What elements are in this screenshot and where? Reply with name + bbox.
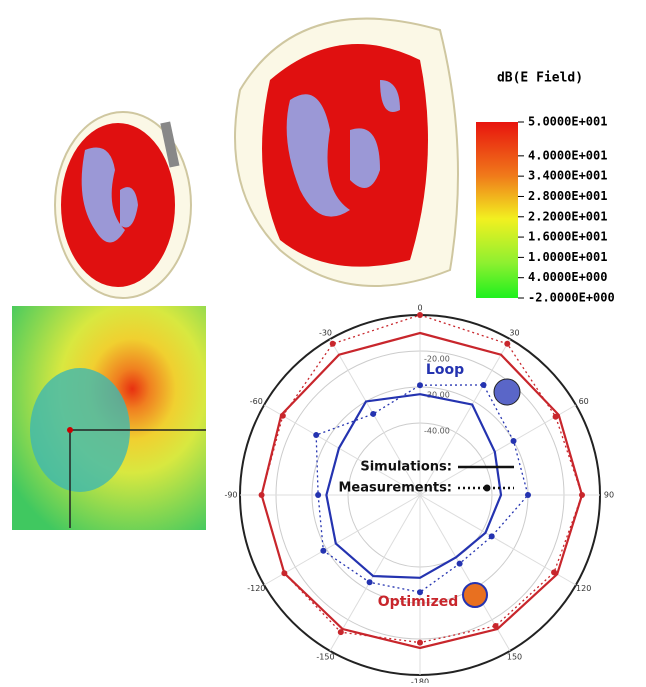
series-marker [553, 414, 559, 420]
field-map [12, 306, 206, 530]
colorbar-label: 3.4000E+001 [528, 169, 607, 183]
angle-grid [330, 495, 420, 651]
angle-label: 60 [579, 397, 589, 406]
angle-label: 30 [509, 329, 519, 338]
colorbar-label: 4.0000E+000 [528, 270, 607, 284]
small-head [55, 112, 191, 298]
colorbar-label: 1.6000E+001 [528, 230, 607, 244]
legend-marker [484, 485, 491, 492]
series-marker [259, 492, 265, 498]
annotation: Loop [426, 362, 464, 378]
angle-label: -60 [250, 397, 263, 406]
optimized-icon [463, 583, 487, 607]
angle-label: -90 [224, 491, 237, 500]
series-marker [481, 382, 487, 388]
colorbar-label: 2.2000E+001 [528, 209, 607, 223]
series-marker [313, 432, 319, 438]
series-marker [320, 548, 326, 554]
series-marker [417, 640, 423, 646]
angle-label: 90 [604, 491, 614, 500]
series-marker [525, 492, 531, 498]
angle-label: -30 [319, 329, 332, 338]
series-marker [489, 533, 495, 539]
series-marker [315, 492, 321, 498]
series-marker [551, 569, 557, 575]
legend-label: Measurements: [338, 481, 452, 496]
large-head [235, 19, 458, 286]
series-marker [579, 492, 585, 498]
angle-grid [264, 495, 420, 585]
radial-label: -40.00 [424, 427, 450, 436]
colorbar: 5.0000E+001 4.0000E+001 3.4000E+001 2.8000E… [476, 115, 615, 305]
colorbar-label: 1.0000E+001 [528, 250, 607, 264]
series-marker [457, 561, 463, 567]
series-marker [417, 312, 423, 318]
angle-label: 150 [507, 652, 522, 661]
series-marker [511, 438, 517, 444]
colorbar-gradient [476, 122, 518, 298]
angle-label: -120 [247, 584, 265, 593]
series-marker [367, 579, 373, 585]
angle-label: -150 [316, 652, 334, 661]
colorbar-title: dB(E Field) [497, 71, 583, 86]
polar-chart: -40.00-30.00-20.000306090120150-180-150-… [224, 304, 614, 684]
legend-label: Simulations: [360, 460, 452, 475]
series-marker [281, 570, 287, 576]
colorbar-label: 2.8000E+001 [528, 189, 607, 203]
angle-label: 120 [576, 584, 591, 593]
series-marker [417, 382, 423, 388]
series-marker [280, 413, 286, 419]
colorbar-label: -2.0000E+000 [528, 291, 615, 305]
series-marker [504, 341, 510, 347]
loop-icon [494, 379, 520, 405]
angle-label: 0 [417, 304, 422, 313]
series-marker [493, 623, 499, 629]
series-marker [370, 411, 376, 417]
series-marker [330, 341, 336, 347]
colorbar-label: 5.0000E+001 [528, 115, 607, 129]
series-marker [338, 629, 344, 635]
annotation: Optimized [378, 594, 458, 610]
angle-label: -180 [411, 678, 429, 684]
figure: dB(E Field) 5.0000E+001 4.0000E+001 3.4000… [0, 0, 646, 683]
colorbar-label: 4.0000E+001 [528, 148, 607, 162]
